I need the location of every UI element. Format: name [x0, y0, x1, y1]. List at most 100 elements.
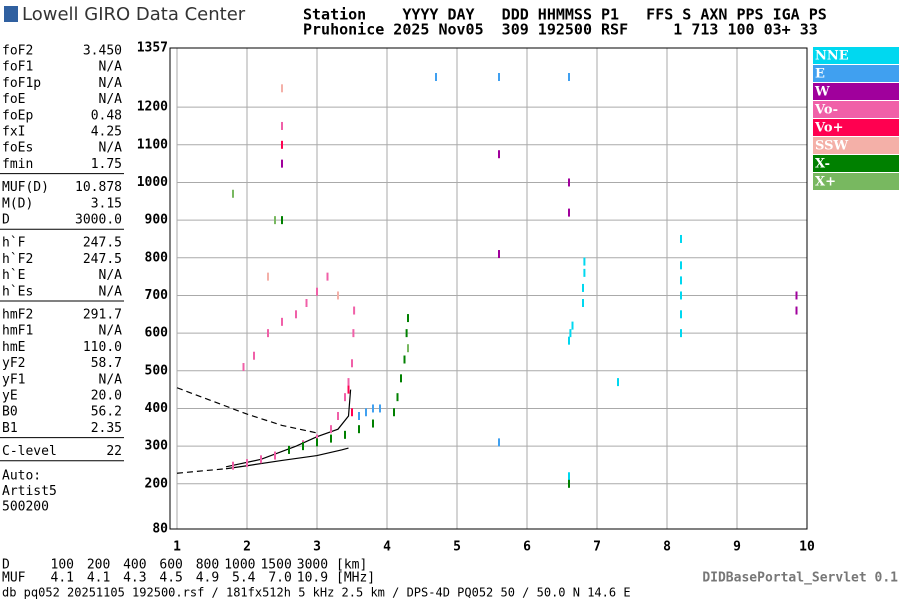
- echo-point: [379, 404, 381, 413]
- param-name: fmin: [2, 157, 33, 172]
- legend-label: Vo+: [814, 121, 843, 136]
- echo-point: [680, 261, 682, 270]
- echo-point: [316, 287, 318, 296]
- echo-point: [281, 159, 283, 168]
- y-tick-label: 80: [152, 522, 168, 537]
- y-tick-label: 1357: [137, 41, 168, 56]
- param-name: hmF2: [2, 308, 33, 323]
- y-tick-label: 1100: [137, 137, 168, 152]
- param-name: yF1: [2, 372, 25, 387]
- echo-point: [372, 419, 374, 428]
- y-tick-label: 900: [145, 213, 169, 228]
- table-value: 600: [159, 558, 182, 573]
- echo-point: [407, 314, 409, 323]
- auto-info: Artist5: [2, 484, 57, 499]
- footer: db pq052 20251105 192500.rsf / 181fx512h…: [2, 586, 631, 600]
- param-name: hmF1: [2, 324, 33, 339]
- param-name: D: [2, 213, 10, 228]
- y-tick-label: 200: [145, 476, 169, 491]
- x-tick-label: 1: [173, 540, 181, 555]
- echo-point: [352, 329, 355, 338]
- param-name: foF2: [2, 44, 33, 59]
- legend-label: NNE: [815, 49, 849, 64]
- y-tick-label: 600: [145, 326, 169, 341]
- table-value: 100: [51, 558, 74, 573]
- table-value: 1000: [224, 558, 255, 573]
- param-value: 110.0: [83, 340, 122, 355]
- auto-info: 500200: [2, 500, 49, 515]
- table-value: 1500: [260, 558, 291, 573]
- echo-point: [568, 472, 570, 481]
- param-name: M(D): [2, 196, 33, 211]
- y-tick-label: 300: [145, 439, 169, 454]
- echo-point: [260, 455, 262, 464]
- echo-point: [232, 461, 234, 470]
- param-value: 4.25: [91, 125, 122, 140]
- echo-point: [358, 412, 360, 421]
- table-value: 10.9: [297, 571, 328, 586]
- echo-point: [498, 73, 500, 82]
- echo-point: [267, 329, 269, 338]
- echo-point: [281, 216, 283, 225]
- param-value: N/A: [99, 372, 123, 387]
- echo-point: [407, 344, 409, 353]
- table-value: 4.1: [87, 571, 110, 586]
- table-value: 4.1: [51, 571, 74, 586]
- param-value: 291.7: [83, 308, 122, 323]
- echo-point: [393, 408, 395, 417]
- param-name: h`F2: [2, 252, 33, 267]
- param-value: 1.75: [91, 157, 122, 172]
- echo-point: [400, 374, 402, 383]
- echo-point: [330, 434, 332, 443]
- echo-point: [353, 306, 356, 315]
- echo-point: [680, 329, 682, 338]
- echo-point: [288, 445, 290, 454]
- param-value: 0.48: [91, 108, 122, 123]
- legend-swatch: [813, 47, 899, 64]
- echo-point: [295, 310, 297, 319]
- param-name: foF1p: [2, 76, 41, 91]
- echo-point: [795, 291, 798, 300]
- table-value: 200: [87, 558, 110, 573]
- param-value: N/A: [99, 76, 123, 91]
- param-name: B1: [2, 421, 18, 436]
- auto-info: Auto:: [2, 469, 41, 484]
- x-tick-label: 6: [523, 540, 531, 555]
- echo-point: [680, 234, 682, 243]
- param-value: N/A: [99, 284, 123, 299]
- echo-point: [274, 216, 276, 225]
- servlet: DIDBasePortal_Servlet 0.1: [702, 571, 898, 586]
- table-value: 4.9: [196, 571, 219, 586]
- table-value: 3000: [297, 558, 328, 573]
- echo-point: [498, 250, 500, 259]
- echo-point: [568, 208, 570, 217]
- echo-point: [253, 351, 255, 360]
- legend-swatch: [813, 173, 899, 190]
- param-name: foEs: [2, 141, 33, 156]
- echo-point: [568, 479, 570, 488]
- table-value: 7.0: [268, 571, 291, 586]
- echo-point: [344, 430, 346, 439]
- echo-point: [571, 321, 574, 330]
- param-name: foEp: [2, 108, 33, 123]
- echo-point: [680, 291, 682, 300]
- legend-swatch: [813, 83, 899, 100]
- y-tick-label: 700: [145, 288, 169, 303]
- echo-point: [617, 378, 619, 387]
- echo-point: [330, 425, 332, 434]
- legend-swatch: [813, 137, 899, 154]
- param-value: 3000.0: [75, 213, 122, 228]
- echo-point: [372, 404, 374, 413]
- param-value: 58.7: [91, 356, 122, 371]
- legend-swatch: [813, 155, 899, 172]
- table-value: 4.3: [123, 571, 146, 586]
- echo-point: [583, 257, 586, 266]
- echo-point: [582, 299, 584, 308]
- logo: Lowell GIRO Data Center: [22, 4, 246, 25]
- echo-point: [267, 272, 269, 281]
- param-value: N/A: [99, 141, 123, 156]
- echo-point: [351, 408, 353, 417]
- echo-point: [351, 359, 353, 368]
- echo-point: [568, 336, 570, 345]
- table-value: 5.4: [232, 571, 256, 586]
